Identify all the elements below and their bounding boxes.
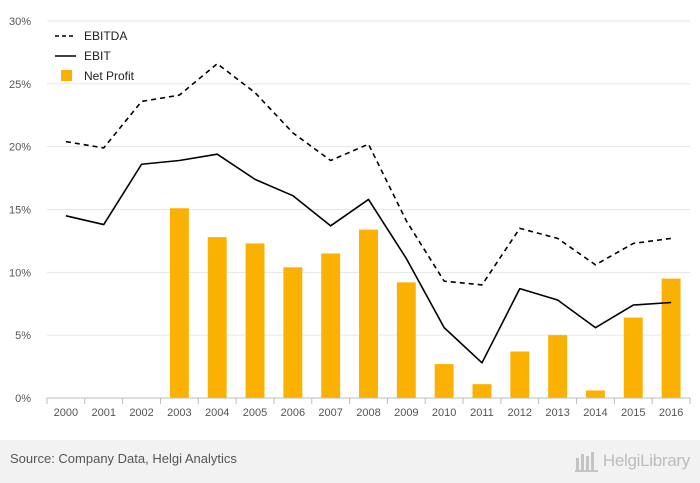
x-tick-label: 2005 <box>243 407 267 419</box>
y-tick-label: 10% <box>9 267 31 279</box>
x-tick-label: 2016 <box>659 407 683 419</box>
x-tick-label: 2006 <box>281 407 305 419</box>
y-axis-ticks: 0% 5% 10% 15% 20% 25% 30% <box>9 16 31 405</box>
x-tick-label: 2015 <box>621 407 645 419</box>
net-profit-bar <box>359 229 378 398</box>
net-profit-bar <box>548 335 568 398</box>
x-axis: 2000 2001 2002 2003 2004 2005 2006 2007 2008 2009… <box>46 397 691 419</box>
footer: Source: Company Data, Helgi Analytics He… <box>0 440 700 483</box>
brand-logo: HelgiLibrary <box>574 448 690 474</box>
y-tick-label: 20% <box>9 142 31 154</box>
net-profit-bar <box>585 390 605 398</box>
series-lines <box>65 62 672 364</box>
net-profit-bar <box>472 384 492 398</box>
legend-swatch-net-profit <box>61 70 72 81</box>
x-tick-label: 2012 <box>508 407 532 419</box>
ebit-line <box>65 153 672 364</box>
x-tick-label: 2001 <box>91 407 115 419</box>
net-profit-bar <box>661 278 681 398</box>
gridlines <box>47 20 690 336</box>
x-tick-label: 2007 <box>318 407 342 419</box>
net-profit-bar <box>207 237 227 398</box>
net-profit-bar <box>321 253 341 398</box>
y-tick-label: 15% <box>9 205 31 217</box>
x-tick-label: 2011 <box>470 407 494 419</box>
legend-label-ebit: EBIT <box>84 49 111 63</box>
x-tick-label: 2004 <box>205 407 229 419</box>
brand-name: HelgiLibrary <box>602 451 690 470</box>
y-tick-label: 0% <box>15 393 31 405</box>
chart: 0% 5% 10% 15% 20% 25% 30% 2000 2001 2002 2003 2004… <box>9 16 691 419</box>
y-tick-label: 25% <box>9 79 31 91</box>
net-profit-bar <box>245 243 265 398</box>
legend: EBITDA EBIT Net Profit <box>55 29 135 83</box>
net-profit-bars <box>169 208 681 398</box>
net-profit-bar <box>623 317 643 398</box>
x-tick-label: 2008 <box>356 407 380 419</box>
ebitda-line <box>65 62 672 286</box>
x-tick-label: 2014 <box>583 407 607 419</box>
x-tick-label: 2009 <box>394 407 418 419</box>
y-tick-label: 30% <box>9 16 31 28</box>
source-note: Source: Company Data, Helgi Analytics <box>10 451 237 466</box>
net-profit-bar <box>283 267 303 398</box>
x-tick-label: 2003 <box>167 407 191 419</box>
x-tick-label: 2002 <box>129 407 153 419</box>
net-profit-bar <box>434 364 454 398</box>
library-icon <box>574 452 598 472</box>
x-tick-label: 2013 <box>545 407 569 419</box>
x-tick-label: 2010 <box>432 407 456 419</box>
y-tick-label: 5% <box>15 330 31 342</box>
net-profit-bar <box>169 208 189 398</box>
x-tick-label: 2000 <box>54 407 78 419</box>
net-profit-bar <box>396 282 416 398</box>
net-profit-bar <box>510 351 530 398</box>
legend-label-ebitda: EBITDA <box>84 29 127 43</box>
legend-label-net-profit: Net Profit <box>84 69 135 83</box>
